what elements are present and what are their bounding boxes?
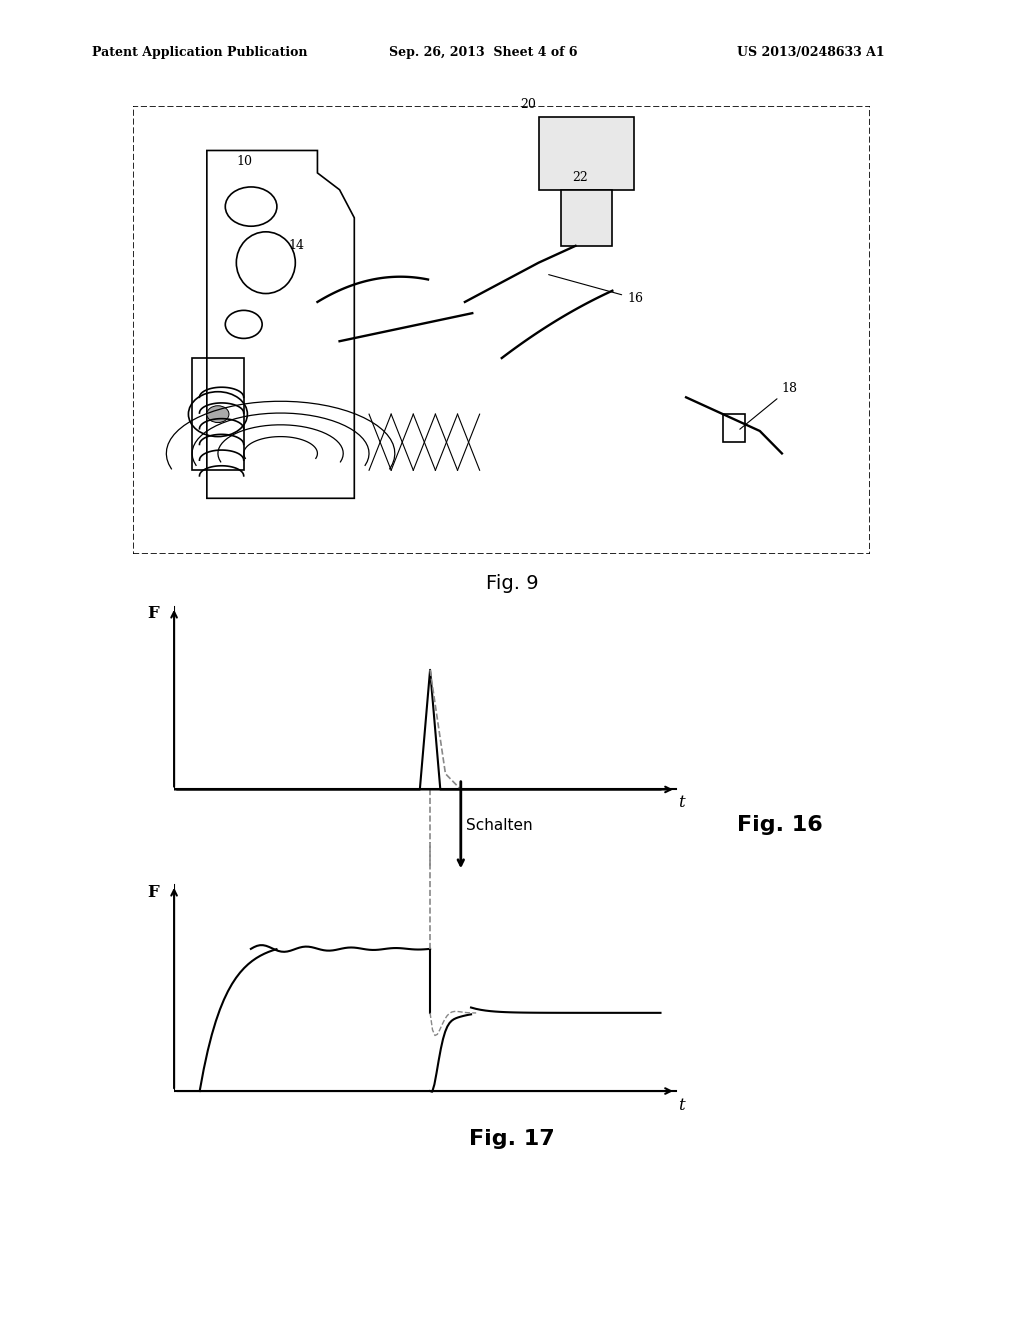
Polygon shape — [561, 190, 612, 246]
FancyBboxPatch shape — [133, 106, 870, 554]
Text: Sep. 26, 2013  Sheet 4 of 6: Sep. 26, 2013 Sheet 4 of 6 — [389, 46, 578, 59]
Text: F: F — [147, 605, 160, 622]
Text: F: F — [147, 883, 160, 900]
Text: Schalten: Schalten — [466, 817, 532, 833]
Text: US 2013/0248633 A1: US 2013/0248633 A1 — [737, 46, 885, 59]
Text: Patent Application Publication: Patent Application Publication — [92, 46, 307, 59]
Text: 16: 16 — [549, 275, 643, 305]
Text: Fig. 9: Fig. 9 — [485, 574, 539, 593]
Text: t: t — [678, 793, 684, 810]
Text: 20: 20 — [520, 99, 537, 111]
Polygon shape — [539, 117, 635, 190]
Text: Fig. 17: Fig. 17 — [469, 1129, 555, 1148]
Circle shape — [207, 405, 229, 422]
Text: 10: 10 — [237, 154, 252, 168]
Text: t: t — [678, 1097, 684, 1114]
Text: 18: 18 — [739, 381, 798, 429]
Text: 14: 14 — [288, 239, 304, 252]
Text: 22: 22 — [571, 172, 588, 185]
Text: Fig. 16: Fig. 16 — [737, 814, 823, 836]
